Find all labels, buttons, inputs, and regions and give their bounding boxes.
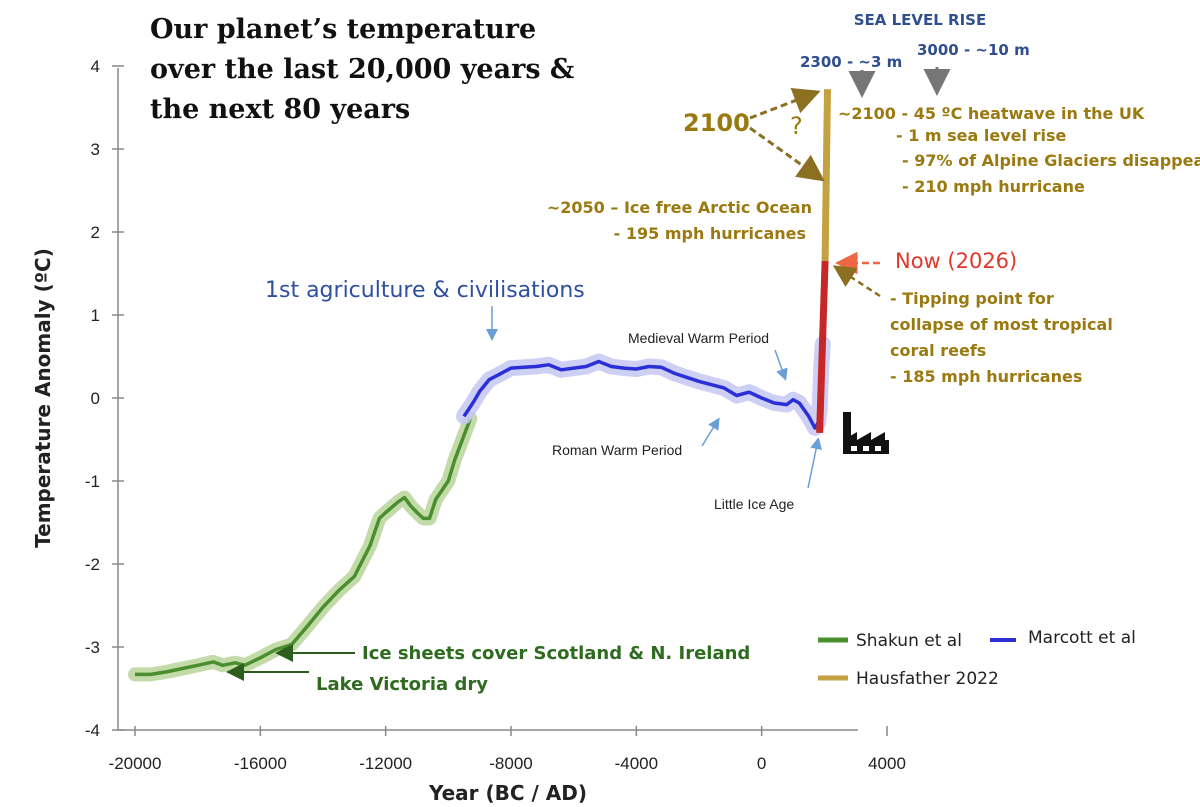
y-tick-label: 0 bbox=[91, 389, 100, 408]
roman-arrow bbox=[701, 417, 720, 447]
y-tick-label: -1 bbox=[85, 472, 100, 491]
legend-label-marcott: Marcott et al bbox=[1028, 628, 1136, 648]
x-axis-label: Year (BC / AD) bbox=[428, 781, 587, 805]
y-tick-label: 2 bbox=[91, 223, 100, 242]
series-layer bbox=[128, 89, 831, 682]
label-2100: 2100 bbox=[683, 109, 750, 137]
medieval-label: Medieval Warm Period bbox=[628, 330, 769, 346]
question-mark: ? bbox=[790, 112, 803, 140]
x-tick-label: 4000 bbox=[868, 754, 906, 773]
sea-level-3000: 3000 - ~10 m bbox=[917, 41, 1030, 59]
x-tick-label: -16000 bbox=[234, 754, 287, 773]
tipping-line-3: coral reefs bbox=[890, 341, 986, 360]
chart-title-line-2: over the last 20,000 years & bbox=[150, 54, 574, 85]
x-tick-label: -4000 bbox=[615, 754, 658, 773]
lake-victoria-label: Lake Victoria dry bbox=[316, 674, 488, 695]
legend-label-hausfather: Hausfather 2022 bbox=[856, 669, 999, 689]
heat-line-2: - 1 m sea level rise bbox=[896, 126, 1066, 145]
x-tick-label: -20000 bbox=[109, 754, 162, 773]
medieval-arrow bbox=[774, 349, 788, 381]
axes bbox=[117, 68, 858, 731]
arrow-2100-down bbox=[749, 126, 825, 182]
y-tick-label: -2 bbox=[85, 555, 100, 574]
little-ice-age-label: Little Ice Age bbox=[714, 496, 794, 512]
factory-icon bbox=[843, 412, 889, 454]
marcott-uncertainty-band bbox=[456, 336, 831, 436]
sea-level-2300: 2300 - ~3 m bbox=[800, 53, 902, 71]
chart-title-line-1: Our planet’s temperature bbox=[150, 14, 536, 45]
y-axis-label: Temperature Anomaly (ºC) bbox=[31, 248, 55, 548]
heat-line-1: ~2100 - 45 ºC heatwave in the UK bbox=[838, 104, 1145, 123]
tipping-arrow bbox=[832, 265, 881, 298]
legend: Shakun et al Marcott et al Hausfather 20… bbox=[818, 628, 1136, 689]
y-tick-label: 1 bbox=[91, 306, 100, 325]
x-tick-label: 0 bbox=[757, 754, 766, 773]
chart-title-line-3: the next 80 years bbox=[150, 94, 410, 125]
tipping-line-2: collapse of most tropical bbox=[890, 315, 1113, 334]
tipping-line-4: - 185 mph hurricanes bbox=[890, 367, 1082, 386]
now-label: Now (2026) bbox=[895, 249, 1017, 273]
heat-line-4: - 210 mph hurricane bbox=[902, 177, 1085, 196]
arrow-2100-up bbox=[749, 87, 821, 120]
y-tick-label: -4 bbox=[85, 721, 100, 740]
y-tick-label: 3 bbox=[91, 140, 100, 159]
x-tick-label: -8000 bbox=[489, 754, 532, 773]
civilisation-label: 1st agriculture & civilisations bbox=[265, 278, 585, 303]
hausfather-series-line bbox=[821, 89, 831, 262]
arctic-line-1: ~2050 – Ice free Arctic Ocean bbox=[547, 198, 812, 217]
recent-warming-series-line bbox=[816, 260, 829, 434]
tipping-line-1: - Tipping point for bbox=[890, 289, 1054, 308]
y-tick-label: -3 bbox=[85, 638, 100, 657]
shakun-series-line bbox=[135, 418, 472, 677]
sea-level-title: SEA LEVEL RISE bbox=[854, 11, 987, 29]
roman-label: Roman Warm Period bbox=[552, 442, 682, 458]
x-tick-label: -12000 bbox=[359, 754, 412, 773]
shakun-uncertainty-band bbox=[128, 411, 478, 682]
heat-line-3: - 97% of Alpine Glaciers disappear bbox=[902, 151, 1200, 170]
y-tick-label: 4 bbox=[91, 57, 100, 76]
arctic-line-2: - 195 mph hurricanes bbox=[614, 224, 806, 243]
y-ticks: 4 3 2 1 0 -1 -2 -3 -4 bbox=[85, 57, 124, 740]
x-ticks: -20000 -16000 -12000 -8000 -4000 0 4000 bbox=[109, 726, 906, 773]
ice-sheets-label: Ice sheets cover Scotland & N. Ireland bbox=[362, 643, 750, 664]
legend-label-shakun: Shakun et al bbox=[856, 631, 962, 651]
little-ice-age-arrow bbox=[807, 437, 823, 489]
marcott-series-line bbox=[462, 343, 825, 430]
